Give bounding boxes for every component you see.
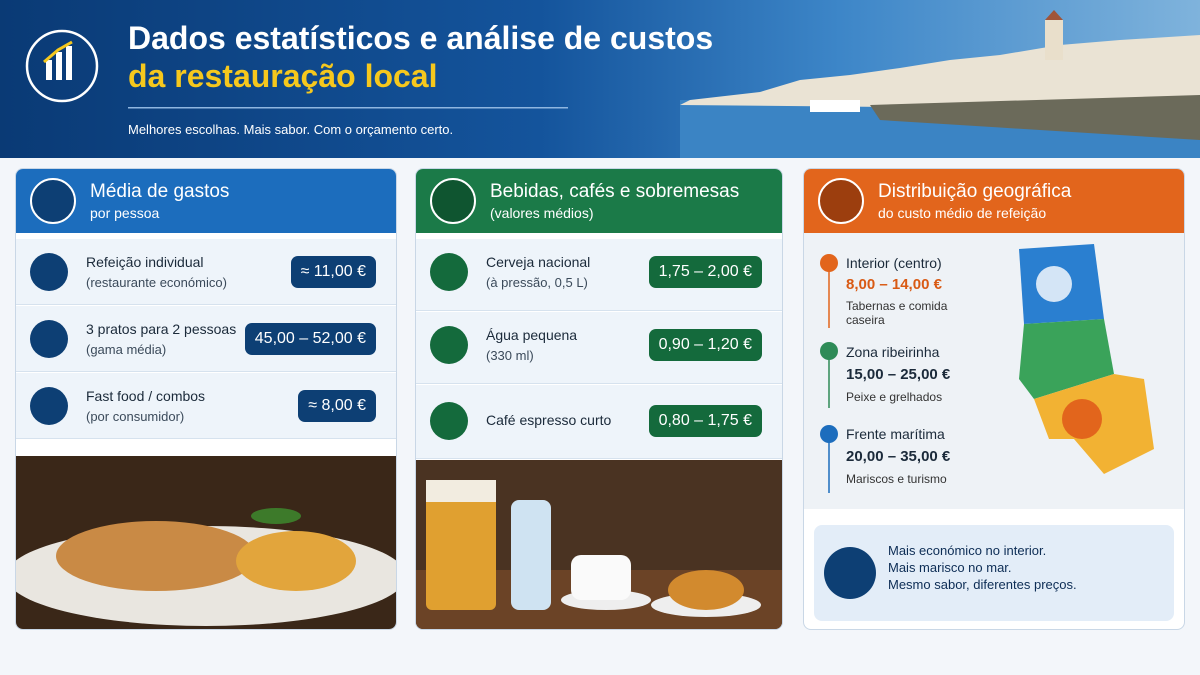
panel-subtitle: do custo médio de refeição [878,205,1047,221]
item-label: Refeição individual [86,254,204,270]
item-label: Café espresso curto [486,412,612,428]
region-price: 15,00 – 25,00 € [846,366,951,383]
summary-box: Mais económico no interior. Mais marisco… [814,525,1174,621]
panel-drinks: Bebidas, cafés e sobremesas (valores méd… [415,168,783,630]
summary-line: Mesmo sabor, diferentes preços. [888,577,1077,592]
food-photo [16,456,396,629]
summary-line: Mais marisco no mar. [888,560,1012,575]
region-price: 20,00 – 35,00 € [846,448,951,465]
item-note: (330 ml) [486,348,534,363]
header-art [25,10,1200,158]
region-note: Mariscos e turismo [846,472,947,486]
icon [824,547,876,599]
icon [430,253,468,291]
item-label: Água pequena [486,327,578,343]
title: Dados estatísticos e análise de custos [128,20,714,56]
price: 1,75 – 2,00 € [648,256,762,288]
map [1019,244,1154,474]
icon [30,387,68,425]
item: Refeição individual (restaurante económic… [16,239,396,305]
drinks-photo [416,460,782,629]
panel-spending: Média de gastos por pessoa Refeição indi… [15,168,397,630]
item-label: 3 pratos para 2 pessoas [86,321,237,337]
panel-header: Média de gastos por pessoa [16,169,396,233]
item: Água pequena (330 ml) 0,90 – 1,20 € [416,312,782,384]
panel-title: Bebidas, cafés e sobremesas [490,181,740,202]
price: 0,80 – 1,75 € [648,405,762,437]
panel-title: Média de gastos [90,181,230,202]
icon [30,253,68,291]
region-name: Frente marítima [846,426,945,442]
panel-header: Distribuição geográfica do custo médio d… [804,169,1184,233]
price: 0,90 – 1,20 € [648,329,762,361]
icon [430,402,468,440]
icon [430,178,476,224]
region-price: 8,00 – 14,00 € [846,276,942,293]
price: ≈ 8,00 € [298,390,376,422]
header: Dados estatísticos e análise de custos d… [0,0,1200,158]
icon [30,178,76,224]
item: Fast food / combos (por consumidor) ≈ 8,00… [16,373,396,439]
price: 45,00 – 52,00 € [244,323,376,355]
panel-subtitle: por pessoa [90,205,160,221]
item-note: (à pressão, 0,5 L) [486,275,588,290]
item-label: Cerveja nacional [486,254,591,270]
item: Cerveja nacional (à pressão, 0,5 L) 1,75 –… [416,239,782,311]
region-name: Interior (centro) [846,255,942,271]
panel-title: Distribuição geográfica [878,181,1072,202]
region-name: Zona ribeirinha [846,344,940,360]
panel-subtitle: (valores médios) [490,205,594,221]
region-note: Tabernas e comida caseira [846,299,948,327]
summary-line: Mais económico no interior. [888,543,1047,558]
item-note: (restaurante económico) [86,275,227,290]
item-label: Fast food / combos [86,388,206,404]
pins [820,254,838,493]
icon [30,320,68,358]
icon [818,178,864,224]
icon [430,326,468,364]
item-note: (por consumidor) [86,409,185,424]
item: Café espresso curto 0,80 – 1,75 € [416,385,782,459]
item: 3 pratos para 2 pessoas (gama média) 45,00… [16,306,396,372]
tagline: Melhores escolhas. Mais sabor. Com o orç… [128,122,454,137]
panel-header: Bebidas, cafés e sobremesas (valores méd… [416,169,782,233]
title-highlight: da restauração local [128,58,438,94]
region-note: Peixe e grelhados [846,390,943,404]
price: ≈ 11,00 € [290,256,376,288]
item-note: (gama média) [86,342,167,357]
panel-geography: Distribuição geográfica do custo médio d… [803,168,1185,630]
